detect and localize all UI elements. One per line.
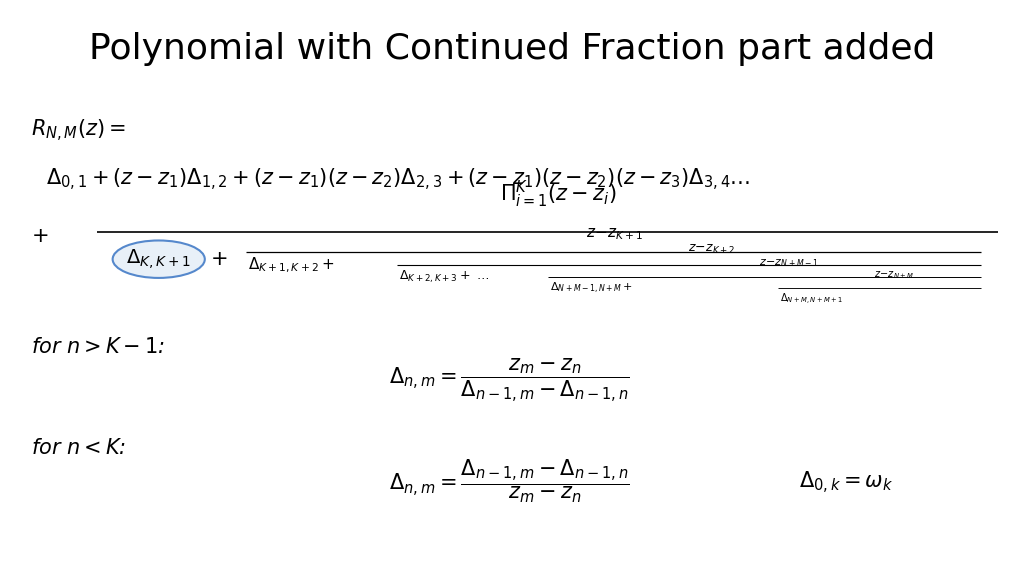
Text: $z\!-\!z_{N+M-1}$: $z\!-\!z_{N+M-1}$ — [759, 257, 818, 269]
Text: for $n < K$:: for $n < K$: — [31, 438, 126, 458]
Text: $\Pi_{i=1}^{K}(z - z_i)$: $\Pi_{i=1}^{K}(z - z_i)$ — [500, 179, 616, 210]
Text: $R_{N,M}(z) =$: $R_{N,M}(z) =$ — [31, 118, 126, 144]
Text: $\Delta_{N+M-1,N+M}+$: $\Delta_{N+M-1,N+M}+$ — [550, 281, 633, 296]
Text: $\Delta_{n,m} = \dfrac{\Delta_{n-1,m} - \Delta_{n-1,n}}{z_m - z_n}$: $\Delta_{n,m} = \dfrac{\Delta_{n-1,m} - … — [389, 458, 630, 505]
Text: $z\!-\!z_{N+M}$: $z\!-\!z_{N+M}$ — [873, 270, 914, 281]
Text: $\Delta_{0,k} = \omega_k$: $\Delta_{0,k} = \omega_k$ — [799, 469, 893, 495]
Text: $\Delta_{K+1,K+2}+$: $\Delta_{K+1,K+2}+$ — [248, 256, 334, 275]
Ellipse shape — [113, 241, 205, 278]
Text: $z\!-\!z_{K+2}$: $z\!-\!z_{K+2}$ — [688, 243, 735, 256]
Text: $\Delta_{0,1} + (z - z_1)\Delta_{1,2} + (z - z_1)(z - z_2)\Delta_{2,3} + (z - z_: $\Delta_{0,1} + (z - z_1)\Delta_{1,2} + … — [46, 167, 751, 193]
Text: $z\!-\!z_{K+1}$: $z\!-\!z_{K+1}$ — [586, 226, 643, 242]
Text: Polynomial with Continued Fraction part added: Polynomial with Continued Fraction part … — [89, 32, 935, 66]
Text: $+$: $+$ — [31, 226, 48, 246]
Text: $\Delta_{N+M,N+M+1}$: $\Delta_{N+M,N+M+1}$ — [780, 292, 844, 307]
Text: $+$: $+$ — [210, 249, 227, 269]
Text: for $n > K-1$:: for $n > K-1$: — [31, 337, 165, 357]
Text: $\Delta_{K,K+1}$: $\Delta_{K,K+1}$ — [126, 247, 191, 271]
Text: $\Delta_{n,m} = \dfrac{z_m - z_n}{\Delta_{n-1,m} - \Delta_{n-1,n}}$: $\Delta_{n,m} = \dfrac{z_m - z_n}{\Delta… — [389, 357, 630, 406]
Text: $\Delta_{K+2,K+3}+\ \ldots$: $\Delta_{K+2,K+3}+\ \ldots$ — [399, 269, 489, 285]
